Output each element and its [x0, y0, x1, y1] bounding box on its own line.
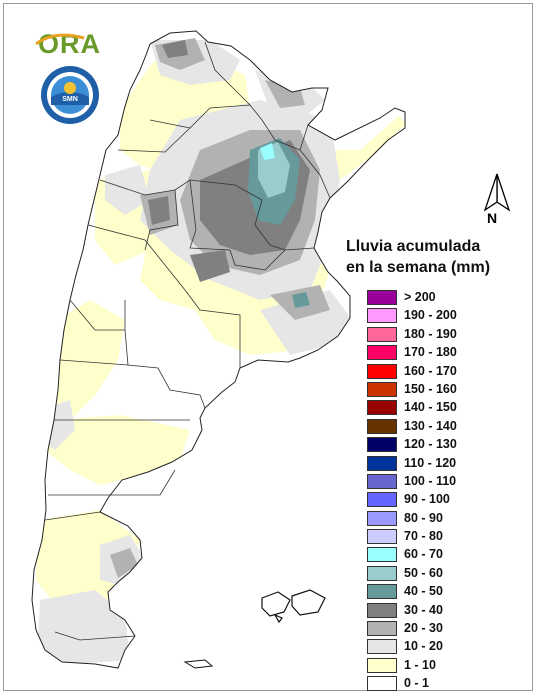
ora-logo-swoosh	[35, 33, 85, 46]
rain-zone-30-40	[148, 196, 170, 225]
legend-swatch	[367, 400, 397, 416]
legend-label: 1 - 10	[404, 657, 436, 672]
rain-zone-30-40	[190, 250, 230, 282]
legend-swatch	[367, 290, 397, 305]
legend-label: 0 - 1	[404, 676, 430, 691]
legend-label: 60 - 70	[404, 547, 443, 562]
rain-zone-1-10	[36, 510, 140, 610]
legend-label: 170 - 180	[404, 345, 457, 360]
seal-center-text: SMN	[62, 96, 78, 103]
legend-label: 90 - 100	[404, 492, 450, 507]
legend-label: 110 - 120	[404, 455, 457, 470]
legend-label: 140 - 150	[404, 400, 457, 415]
rain-zone-40-50	[292, 292, 310, 308]
legend-label: 30 - 40	[404, 602, 443, 617]
legend-swatch	[367, 676, 397, 692]
legend-swatch	[367, 363, 397, 379]
legend-swatch	[367, 657, 397, 673]
rainfall-contours	[36, 38, 405, 665]
legend-swatch	[367, 584, 397, 600]
legend-swatch	[367, 510, 397, 526]
legend-label: > 200	[404, 290, 436, 304]
north-arrow-icon	[483, 173, 511, 212]
legend-swatch	[367, 639, 397, 655]
legend-label: 70 - 80	[404, 529, 443, 544]
legend-swatch	[367, 345, 397, 361]
legend-swatch	[367, 437, 397, 453]
rain-zone-60-70	[260, 143, 275, 160]
legend-swatch	[367, 621, 397, 637]
legend-swatch	[367, 308, 397, 324]
malvinas-islands	[261, 589, 326, 624]
legend-label: 120 - 130	[404, 437, 457, 452]
legend-swatch	[367, 473, 397, 489]
legend-label: 10 - 20	[404, 639, 443, 654]
legend-swatch	[367, 602, 397, 618]
legend-swatch	[367, 455, 397, 471]
legend-title: Lluvia acumulada en la semana (mm)	[346, 236, 536, 278]
legend-label: 50 - 60	[404, 565, 443, 580]
legend-swatch	[367, 381, 397, 397]
legend-label: 160 - 170	[404, 363, 457, 378]
legend-swatch	[367, 529, 397, 545]
legend-swatch	[367, 326, 397, 342]
legend-label: 190 - 200	[404, 308, 457, 323]
legend-swatch	[367, 547, 397, 563]
province-boundaries	[44, 41, 331, 641]
smn-seal-icon: SMN	[41, 66, 99, 124]
legend-title-line1: Lluvia acumulada	[346, 238, 481, 255]
legend-label: 180 - 190	[404, 326, 457, 341]
rain-zone-1-10	[45, 415, 190, 485]
rain-zone-30-40	[162, 40, 188, 58]
legend-label: 40 - 50	[404, 584, 443, 599]
rain-zone-10-20	[105, 165, 150, 215]
legend-swatch	[367, 492, 397, 508]
legend-swatch	[367, 565, 397, 581]
legend-label: 150 - 160	[404, 381, 457, 396]
north-label: N	[487, 210, 498, 226]
country-border	[31, 30, 406, 669]
legend-title-line2: en la semana (mm)	[346, 259, 491, 276]
legend-swatch	[367, 418, 397, 434]
rain-zone-20-30	[110, 548, 138, 578]
legend-label: 130 - 140	[404, 418, 457, 433]
legend-label: 80 - 90	[404, 510, 443, 525]
legend-label: 20 - 30	[404, 621, 443, 636]
south-islands	[183, 659, 214, 669]
legend-label: 100 - 110	[404, 473, 457, 488]
rain-zone-10-20	[38, 590, 130, 665]
